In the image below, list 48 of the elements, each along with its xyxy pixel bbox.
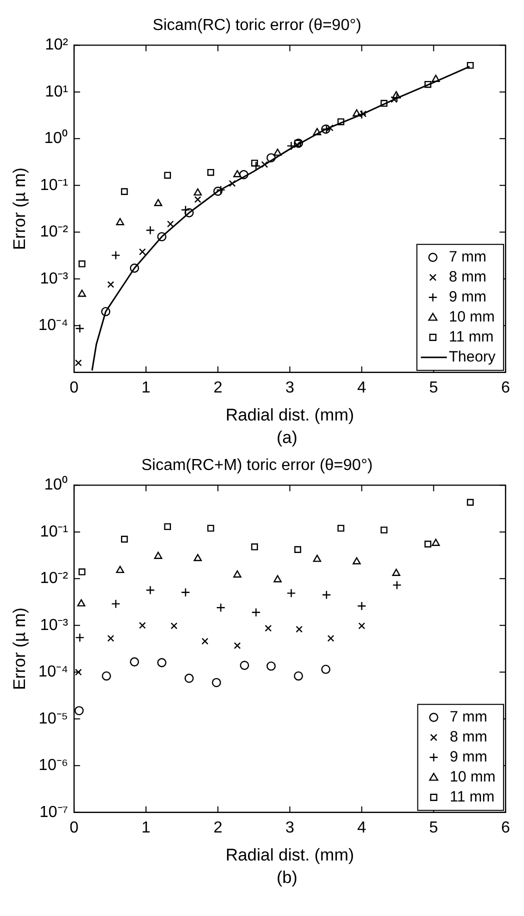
legend-label: 9 mm bbox=[448, 288, 486, 306]
y-tick-label: 10⁻⁷ bbox=[39, 804, 68, 821]
x-tick-label: 5 bbox=[429, 819, 438, 836]
x-tick-label: 1 bbox=[142, 379, 151, 396]
y-tick-label: 10¹ bbox=[44, 83, 68, 100]
x-tick-label: 2 bbox=[213, 819, 222, 836]
x-tick-label: 6 bbox=[501, 379, 510, 396]
legend-label: 10 mm bbox=[450, 768, 496, 786]
x-tick-label: 2 bbox=[213, 379, 222, 396]
x-tick-label: 0 bbox=[70, 819, 79, 836]
y-tick-label: 10⁻⁴ bbox=[38, 664, 68, 681]
legend-label: 7 mm bbox=[450, 708, 488, 726]
text: (a) bbox=[276, 428, 298, 448]
y-tick-label: 10⁻¹ bbox=[40, 523, 68, 540]
x-tick-label: 4 bbox=[357, 819, 366, 836]
y-tick-label: 10⁰ bbox=[44, 476, 68, 494]
y-tick-label: 10⁻⁶ bbox=[38, 757, 68, 774]
y-axis-title: Error (µ m) bbox=[10, 168, 29, 250]
y-tick-label: 10⁻² bbox=[40, 224, 69, 241]
legend-label: 8 mm bbox=[448, 268, 486, 286]
text: (b) bbox=[276, 868, 298, 888]
y-tick-label: 10⁻¹ bbox=[40, 176, 68, 194]
y-axis-title: Error (µ m) bbox=[10, 608, 29, 690]
y-tick-label: 10⁰ bbox=[44, 129, 68, 148]
x-axis-title: Radial dist. (mm) bbox=[226, 405, 354, 424]
x-tick-label: 6 bbox=[501, 819, 510, 836]
y-tick-label: 10⁻³ bbox=[40, 616, 69, 634]
x-axis-title: Radial dist. (mm) bbox=[226, 845, 354, 864]
legend-label: 7 mm bbox=[448, 248, 486, 266]
legend-label: 10 mm bbox=[448, 308, 495, 326]
y-tick-label: 10⁻³ bbox=[40, 270, 69, 288]
legend-label: 11 mm bbox=[450, 788, 494, 806]
y-tick-label: 10⁻⁵ bbox=[38, 710, 68, 728]
legend-label: Theory bbox=[448, 348, 496, 366]
chart-title: Sicam(RC+M) toric error (θ=90°) bbox=[141, 457, 373, 474]
y-tick-label: 10⁻⁴ bbox=[38, 317, 68, 334]
chart-title: Sicam(RC) toric error (θ=90°) bbox=[152, 17, 362, 34]
legend-label: 9 mm bbox=[450, 748, 488, 766]
legend-label: 8 mm bbox=[450, 728, 488, 746]
x-tick-label: 0 bbox=[70, 379, 79, 396]
x-tick-label: 5 bbox=[429, 379, 438, 396]
x-tick-label: 4 bbox=[357, 379, 366, 396]
x-tick-label: 3 bbox=[285, 379, 294, 396]
legend-label: 11 mm bbox=[448, 328, 494, 346]
y-tick-label: 10² bbox=[44, 36, 69, 54]
x-tick-label: 1 bbox=[142, 819, 151, 836]
y-tick-label: 10⁻² bbox=[40, 570, 69, 588]
x-tick-label: 3 bbox=[285, 819, 294, 836]
